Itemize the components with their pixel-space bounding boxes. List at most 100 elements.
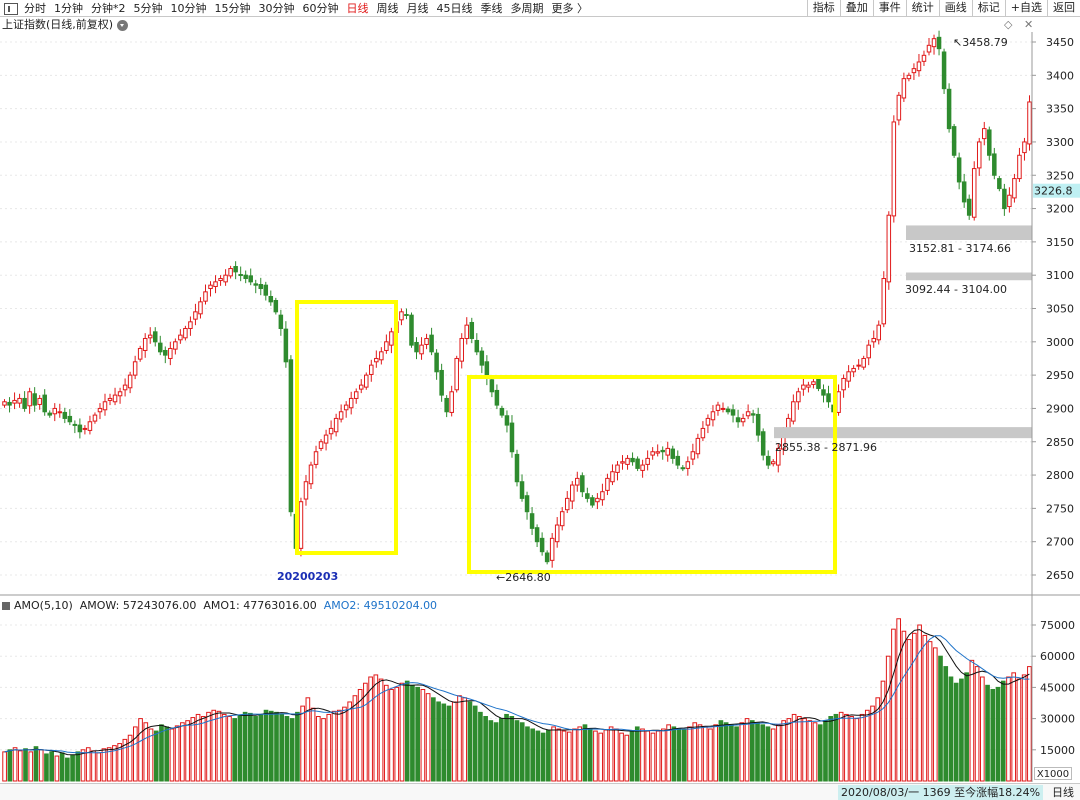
price-tick-label: 3350 xyxy=(1046,103,1074,116)
price-tick-label: 3300 xyxy=(1046,136,1074,149)
volume-bar-down xyxy=(446,705,452,782)
volume-bar-up xyxy=(1011,672,1017,782)
tool-button-4[interactable]: 画线 xyxy=(938,0,972,17)
candle-up xyxy=(776,447,781,466)
volume-bar-up xyxy=(305,697,311,782)
volume-bar-up xyxy=(425,693,431,782)
volume-bar-up xyxy=(420,688,426,782)
candle-up xyxy=(554,524,560,543)
volume-bar-up xyxy=(122,738,128,782)
period-tab-4[interactable]: 10分钟 xyxy=(170,2,207,15)
price-grid xyxy=(0,41,1032,576)
period-tab-6[interactable]: 30分钟 xyxy=(258,2,295,15)
candle-down xyxy=(670,448,676,459)
candle-up xyxy=(655,451,660,454)
volume-bar-down xyxy=(498,718,504,782)
volume-bar-up xyxy=(807,720,813,782)
volume-bar-up xyxy=(849,716,854,782)
candle-down xyxy=(22,397,27,409)
candle-up xyxy=(640,464,645,471)
volume-bar-up xyxy=(556,728,562,782)
highlight-box-1 xyxy=(295,300,398,555)
candle-up xyxy=(424,337,429,345)
tool-button-3[interactable]: 统计 xyxy=(905,0,939,17)
price-tick-label: 3150 xyxy=(1046,236,1074,249)
volume-bar-up xyxy=(640,728,645,782)
candle-up xyxy=(841,377,846,391)
price-tick-label: 2750 xyxy=(1046,502,1074,515)
candlesticks[interactable] xyxy=(2,30,1032,568)
period-tab-0[interactable]: 分时 xyxy=(24,2,46,15)
period-tab-7[interactable]: 60分钟 xyxy=(302,2,339,15)
period-tab-11[interactable]: 45日线 xyxy=(436,2,473,15)
tool-button-6[interactable]: +自选 xyxy=(1004,0,1047,17)
volume-bar-down xyxy=(948,676,954,782)
volume-bar-up xyxy=(180,722,185,782)
period-tab-12[interactable]: 季线 xyxy=(480,2,503,15)
candle-up xyxy=(2,401,7,406)
tool-button-0[interactable]: 指标 xyxy=(806,0,840,17)
volume-bar-up xyxy=(368,676,373,782)
volume-bar-up xyxy=(195,713,201,782)
volume-bar-down xyxy=(765,726,771,782)
tool-button-1[interactable]: 叠加 xyxy=(839,0,873,17)
period-tab-8[interactable]: 日线 xyxy=(346,2,369,15)
indicator-name[interactable]: AMO(5,10) xyxy=(14,599,73,612)
period-tab-1[interactable]: 1分钟 xyxy=(54,2,83,15)
candle-up xyxy=(690,451,696,460)
volume-bar-up xyxy=(781,720,786,782)
diamond-icon[interactable]: ◇ xyxy=(1004,18,1013,31)
status-text: 2020/08/03/一 1369 至今涨幅18.24% xyxy=(838,785,1044,800)
period-tab-5[interactable]: 15分钟 xyxy=(214,2,251,15)
indicator-menu-icon[interactable] xyxy=(2,602,10,610)
period-tab-13[interactable]: 多周期 xyxy=(510,2,544,15)
candle-up xyxy=(17,397,22,404)
volume-bar-down xyxy=(671,726,677,782)
volume-bar-up xyxy=(980,676,985,782)
volume-bar-up xyxy=(593,730,598,782)
volume-bar-down xyxy=(755,722,760,782)
menu-icon[interactable] xyxy=(4,2,18,15)
amo2-line xyxy=(4,635,1030,754)
candle-up xyxy=(931,38,937,48)
candle-down xyxy=(534,527,540,543)
candle-up xyxy=(12,399,17,404)
candle-up xyxy=(801,384,806,390)
volume-bar-down xyxy=(436,701,441,782)
annotations: ↖3458.79 ←2646.80 20200203 3152.81 - 3174.6… xyxy=(277,36,1011,584)
volume-bar-up xyxy=(739,722,745,782)
candle-up xyxy=(1022,141,1027,154)
candle-down xyxy=(263,284,269,296)
candle-down xyxy=(273,300,279,313)
candle-down xyxy=(755,413,761,436)
candle-down xyxy=(951,126,957,156)
candle-down xyxy=(590,497,595,506)
period-tab-9[interactable]: 周线 xyxy=(376,2,399,15)
candle-down xyxy=(514,453,520,483)
volume-bar-down xyxy=(760,724,766,782)
close-icon[interactable]: ✕ xyxy=(1023,18,1034,31)
candle-up xyxy=(419,344,424,355)
period-tab-2[interactable]: 分钟*2 xyxy=(91,2,126,15)
candle-up xyxy=(921,54,927,62)
price-tick-label: 3100 xyxy=(1046,269,1074,282)
volume-tick-label: 15000 xyxy=(1040,744,1075,757)
tool-button-5[interactable]: 标记 xyxy=(971,0,1005,17)
candle-down xyxy=(499,407,505,416)
period-tab-3[interactable]: 5分钟 xyxy=(133,2,163,15)
candle-up xyxy=(881,278,887,325)
volume-bar-up xyxy=(106,747,112,782)
tool-button-2[interactable]: 事件 xyxy=(872,0,906,17)
volume-bars[interactable] xyxy=(2,618,1032,782)
volume-bar-up xyxy=(457,695,462,782)
volume-bar-down xyxy=(985,684,990,782)
volume-tick-label: 60000 xyxy=(1040,650,1075,663)
status-period[interactable]: 日线 xyxy=(1052,786,1074,799)
candle-down xyxy=(987,129,992,156)
period-tab-14[interactable]: 更多 〉 xyxy=(551,2,589,15)
chevron-down-icon[interactable] xyxy=(117,19,129,31)
candle-down xyxy=(735,417,741,423)
tool-button-7[interactable]: 返回 xyxy=(1047,0,1080,17)
period-tab-10[interactable]: 月线 xyxy=(406,2,429,15)
